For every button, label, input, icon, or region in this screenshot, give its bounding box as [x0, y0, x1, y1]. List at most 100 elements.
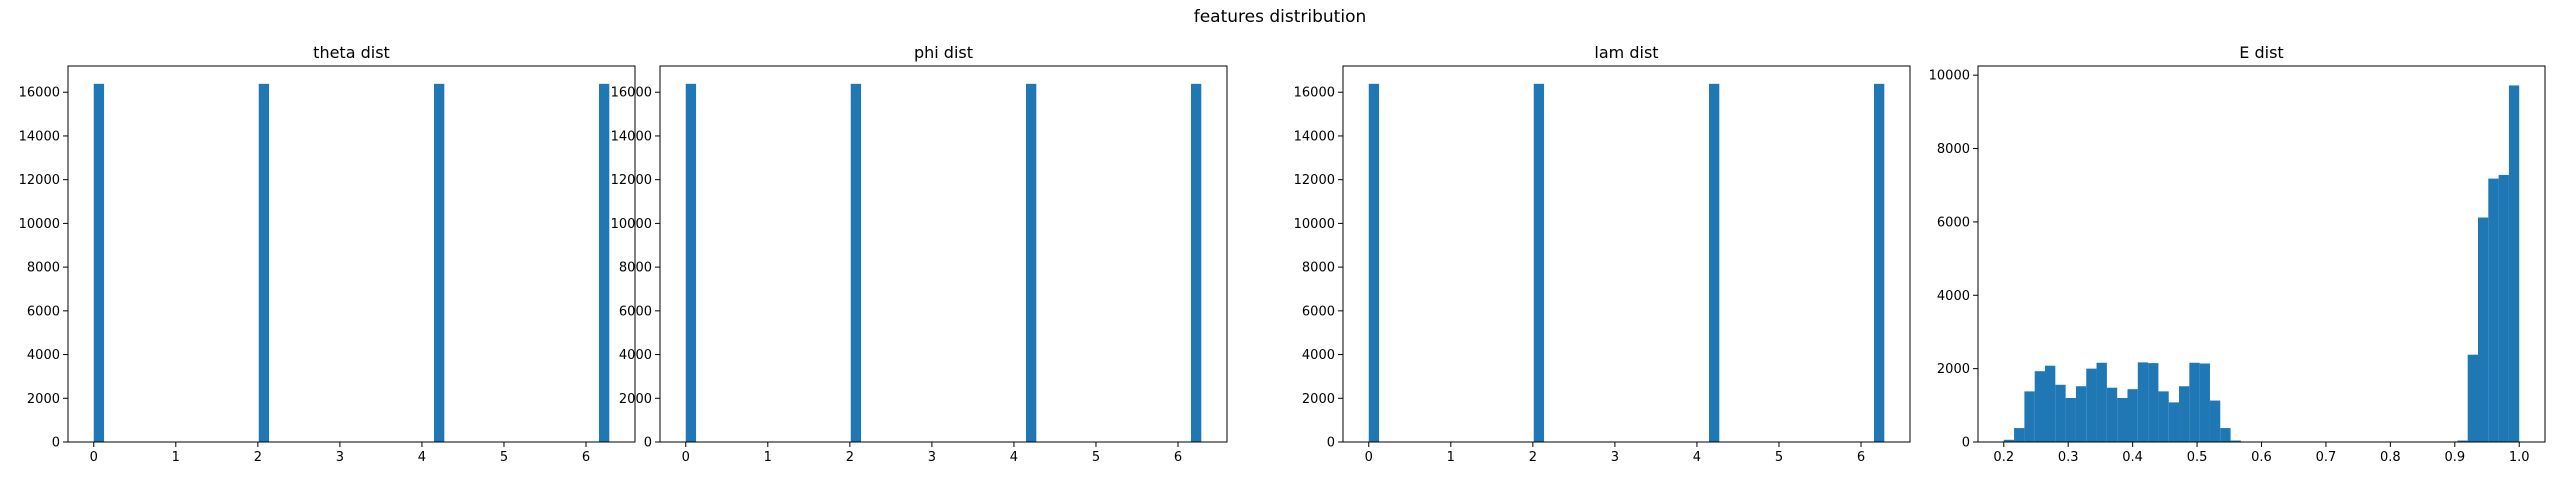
theta-dist-xtick-label-4: 4: [418, 450, 426, 465]
figure-suptitle: features distribution: [1194, 7, 1367, 27]
e-dist-ytick-label-0: 0: [1962, 436, 1970, 451]
theta-dist-xtick-label-1: 1: [172, 450, 180, 465]
lam-dist-panel: lam dist 0 1 2 3 4 5 6 0 2000 4000 6000 8000 10000 120…: [1294, 43, 1911, 465]
e-dist-xtick-label-1: 0.3: [2058, 450, 2079, 465]
e-dist-xtick-label-8: 1.0: [2509, 450, 2530, 465]
theta-dist-axes-frame: [67, 65, 636, 443]
lam-dist-title: lam dist: [1594, 43, 1658, 62]
e-dist-bar-21: [2220, 428, 2231, 442]
phi-dist-panel: phi dist 0 1 2 3 4 5 6 0 2000 4000 6000 8000 10000 120…: [611, 43, 1228, 465]
e-dist-bar-16: [2168, 402, 2180, 442]
lam-dist-bar-2: [1708, 83, 1720, 443]
lam-dist-xtick-label-4: 4: [1693, 450, 1701, 465]
theta-dist-ytick-label-4: 8000: [27, 261, 60, 276]
e-dist-bar-3: [2034, 371, 2046, 442]
e-dist-bar-4: [2045, 365, 2056, 442]
e-dist-ytick-label-2: 4000: [1937, 289, 1970, 304]
theta-dist-ytick-label-6: 12000: [19, 173, 60, 188]
lam-dist-axes-frame: [1342, 65, 1911, 443]
lam-dist-ytick-label-2: 4000: [1302, 348, 1335, 363]
phi-dist-ytick-label-5: 10000: [611, 217, 652, 232]
theta-dist-xtick-label-5: 5: [500, 450, 508, 465]
e-dist-bar-7: [2075, 386, 2087, 442]
theta-dist-bar-2: [433, 83, 445, 443]
e-dist-bar-24: [2467, 354, 2478, 442]
lam-dist-ytick-label-0: 0: [1327, 436, 1335, 451]
theta-dist-xtick-label-6: 6: [582, 450, 590, 465]
phi-dist-title: phi dist: [914, 43, 973, 62]
e-dist-bar-2: [2024, 391, 2035, 442]
lam-dist-bar-0: [1368, 83, 1380, 443]
e-dist-axes-frame: [1977, 65, 2546, 443]
e-dist-title: E dist: [2239, 43, 2283, 62]
phi-dist-xtick-label-1: 1: [764, 450, 772, 465]
e-dist-xtick-label-6: 0.8: [2380, 450, 2401, 465]
e-dist-ytick-label-1: 2000: [1937, 362, 1970, 377]
e-dist-bar-0: [2003, 439, 2015, 442]
phi-dist-ytick-label-1: 2000: [619, 392, 652, 407]
e-dist-bar-5: [2055, 384, 2066, 442]
phi-dist-bar-2: [1025, 83, 1037, 443]
e-dist-bar-26: [2488, 178, 2499, 443]
phi-dist-xtick-label-0: 0: [682, 450, 690, 465]
e-dist-bar-14: [2148, 363, 2159, 442]
theta-dist-bar-1: [258, 83, 270, 443]
lam-dist-ytick-label-8: 16000: [1294, 86, 1335, 101]
phi-dist-xtick-label-3: 3: [928, 450, 936, 465]
lam-dist-ytick-label-6: 12000: [1294, 173, 1335, 188]
phi-dist-ytick-label-2: 4000: [619, 348, 652, 363]
lam-dist-xtick-label-1: 1: [1447, 450, 1455, 465]
lam-dist-xtick-label-6: 6: [1857, 450, 1865, 465]
e-dist-bar-12: [2127, 389, 2138, 442]
lam-dist-ytick-label-5: 10000: [1294, 217, 1335, 232]
theta-dist-xtick-label-3: 3: [336, 450, 344, 465]
phi-dist-ytick-label-8: 16000: [611, 86, 652, 101]
theta-dist-ytick-label-2: 4000: [27, 348, 60, 363]
e-dist-xtick-label-3: 0.5: [2187, 450, 2208, 465]
lam-dist-ytick-label-4: 8000: [1302, 261, 1335, 276]
phi-dist-xtick-label-2: 2: [846, 450, 854, 465]
theta-dist-xtick-label-0: 0: [90, 450, 98, 465]
e-dist-ytick-label-3: 6000: [1937, 215, 1970, 230]
lam-dist-xtick-label-0: 0: [1365, 450, 1373, 465]
e-dist-bar-28: [2508, 85, 2520, 442]
e-dist-ytick-label-4: 8000: [1937, 142, 1970, 157]
theta-dist-ytick-label-8: 16000: [19, 86, 60, 101]
phi-dist-bar-1: [850, 83, 862, 443]
phi-dist-bar-0: [685, 83, 697, 443]
phi-dist-xtick-label-6: 6: [1174, 450, 1182, 465]
lam-dist-ytick-label-3: 6000: [1302, 304, 1335, 319]
e-dist-bar-20: [2209, 400, 2221, 442]
e-dist-bar-27: [2498, 174, 2509, 442]
lam-dist-bar-3: [1873, 83, 1885, 443]
phi-dist-xtick-label-4: 4: [1010, 450, 1018, 465]
theta-dist-title: theta dist: [313, 43, 390, 62]
theta-dist-ytick-label-3: 6000: [27, 304, 60, 319]
e-dist-xtick-label-5: 0.7: [2316, 450, 2337, 465]
lam-dist-xtick-label-3: 3: [1611, 450, 1619, 465]
e-dist-bar-11: [2117, 397, 2128, 442]
e-dist-bar-17: [2179, 386, 2190, 442]
theta-dist-ytick-label-0: 0: [52, 436, 60, 451]
e-dist-xtick-label-4: 0.6: [2251, 450, 2272, 465]
phi-dist-axes-frame: [659, 65, 1228, 443]
phi-dist-ytick-label-7: 14000: [611, 129, 652, 144]
phi-dist-bar-3: [1190, 83, 1202, 443]
e-dist-bar-18: [2189, 362, 2200, 442]
e-dist-bar-15: [2158, 391, 2169, 442]
e-dist-bar-10: [2106, 387, 2118, 442]
e-dist-bar-9: [2096, 362, 2107, 442]
theta-dist-ytick-label-1: 2000: [27, 392, 60, 407]
theta-dist-xtick-label-2: 2: [254, 450, 262, 465]
phi-dist-ytick-label-0: 0: [644, 436, 652, 451]
lam-dist-ytick-label-7: 14000: [1294, 129, 1335, 144]
theta-dist-ytick-label-7: 14000: [19, 129, 60, 144]
phi-dist-ytick-label-4: 8000: [619, 261, 652, 276]
lam-dist-bar-1: [1533, 83, 1545, 443]
e-dist-bar-6: [2065, 397, 2076, 442]
phi-dist-ytick-label-3: 6000: [619, 304, 652, 319]
phi-dist-ytick-label-6: 12000: [611, 173, 652, 188]
e-dist-panel: E dist 0.2 0.3 0.4 0.5 0.6 0.7 0.8 0.9 1.0 0 2000 40…: [1929, 43, 2546, 465]
